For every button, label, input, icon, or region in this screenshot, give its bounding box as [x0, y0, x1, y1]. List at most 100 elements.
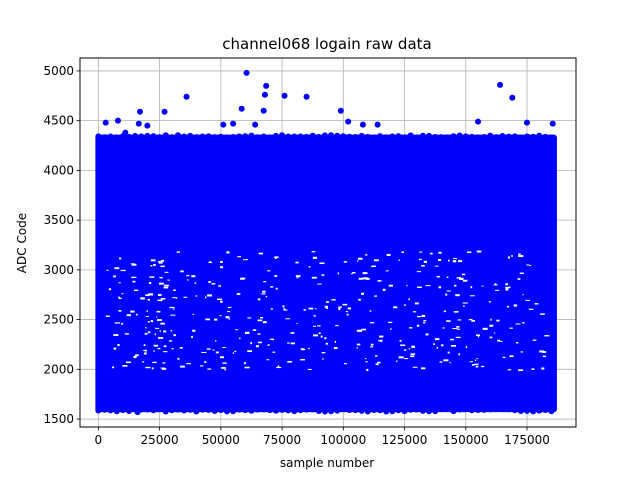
band-gap	[147, 321, 150, 323]
band-gap	[496, 319, 500, 322]
band-gap	[271, 338, 275, 341]
band-gap	[326, 307, 328, 310]
plot-frame	[79, 57, 577, 428]
data-point	[174, 406, 181, 413]
band-gap	[135, 313, 138, 316]
band-gap	[319, 262, 325, 265]
band-gap	[365, 277, 370, 280]
data-point	[138, 133, 145, 140]
data-point	[107, 133, 114, 140]
band-gap	[320, 335, 323, 338]
data-point	[205, 406, 212, 413]
band-gap	[295, 261, 299, 264]
band-gap	[534, 303, 539, 305]
band-gap	[362, 272, 368, 275]
band-gap	[313, 325, 316, 327]
data-point	[497, 81, 504, 88]
band-gap	[228, 318, 230, 320]
y-axis-label: ADC Code	[15, 213, 29, 273]
y-tick-label: 3500	[43, 213, 74, 227]
band-gap	[456, 326, 460, 328]
band-gap	[222, 362, 227, 364]
data-point	[107, 407, 114, 414]
data-point	[364, 133, 371, 140]
data-point	[542, 406, 549, 413]
data-point	[345, 118, 352, 125]
band-gap	[287, 361, 293, 363]
data-point	[211, 408, 218, 415]
band-gap	[147, 331, 151, 334]
data-point	[193, 408, 200, 415]
data-point	[370, 406, 377, 413]
band-gap	[282, 305, 285, 308]
band-gap	[382, 288, 386, 291]
data-point	[113, 134, 120, 141]
data-point	[438, 406, 445, 413]
band-gap	[258, 252, 264, 255]
band-gap	[425, 333, 429, 336]
data-point	[95, 407, 102, 414]
y-tick-label: 4000	[43, 163, 74, 177]
band-gap	[343, 363, 348, 365]
data-point	[101, 134, 108, 141]
band-gap	[482, 327, 488, 330]
band-gap	[114, 267, 120, 270]
band-gap	[423, 320, 427, 322]
data-point	[511, 407, 518, 414]
data-point	[432, 408, 439, 415]
band-gap	[469, 295, 475, 297]
data-point	[315, 133, 322, 140]
band-gap	[357, 257, 363, 260]
band-gap	[143, 349, 147, 352]
data-point	[223, 408, 230, 415]
band-gap	[446, 290, 451, 292]
data-point	[352, 407, 359, 414]
band-gap	[308, 347, 310, 350]
data-point	[125, 133, 132, 140]
data-point	[395, 407, 402, 414]
data-point	[328, 132, 335, 139]
band-gap	[205, 318, 211, 321]
band-gap	[358, 277, 364, 280]
band-gap	[412, 366, 418, 368]
band-gap	[252, 329, 257, 331]
band-gap	[260, 316, 264, 319]
band-gap	[445, 293, 448, 296]
band-gap	[130, 263, 135, 265]
band-gap	[232, 352, 235, 354]
x-tick-label: 150000	[443, 433, 489, 447]
data-point	[358, 132, 365, 139]
band-gap	[468, 318, 473, 321]
data-point	[254, 134, 261, 141]
band-gap	[220, 300, 223, 303]
band-gap	[234, 350, 237, 353]
band-gap	[179, 347, 183, 349]
dense-band-fill	[95, 134, 557, 413]
band-gap	[170, 314, 176, 316]
band-gap	[207, 368, 212, 370]
band-gap	[244, 366, 250, 369]
data-point	[432, 133, 439, 140]
band-gap	[144, 332, 148, 335]
band-gap	[194, 282, 197, 284]
band-gap	[308, 307, 314, 310]
band-gap	[187, 279, 189, 281]
band-gap	[385, 270, 389, 272]
band-gap	[180, 365, 185, 368]
band-gap	[121, 293, 124, 295]
data-point	[524, 407, 531, 414]
band-gap	[244, 331, 250, 334]
band-gap	[457, 319, 462, 321]
band-gap	[145, 294, 150, 297]
band-gap	[276, 367, 282, 369]
band-gap	[206, 348, 211, 350]
band-gap	[157, 347, 161, 350]
band-gap	[113, 347, 117, 350]
band-gap	[207, 294, 212, 297]
data-point	[181, 133, 188, 140]
band-gap	[121, 322, 124, 325]
band-gap	[515, 342, 519, 344]
band-gap	[463, 305, 465, 307]
band-gap	[287, 342, 290, 344]
band-gap	[338, 307, 341, 311]
